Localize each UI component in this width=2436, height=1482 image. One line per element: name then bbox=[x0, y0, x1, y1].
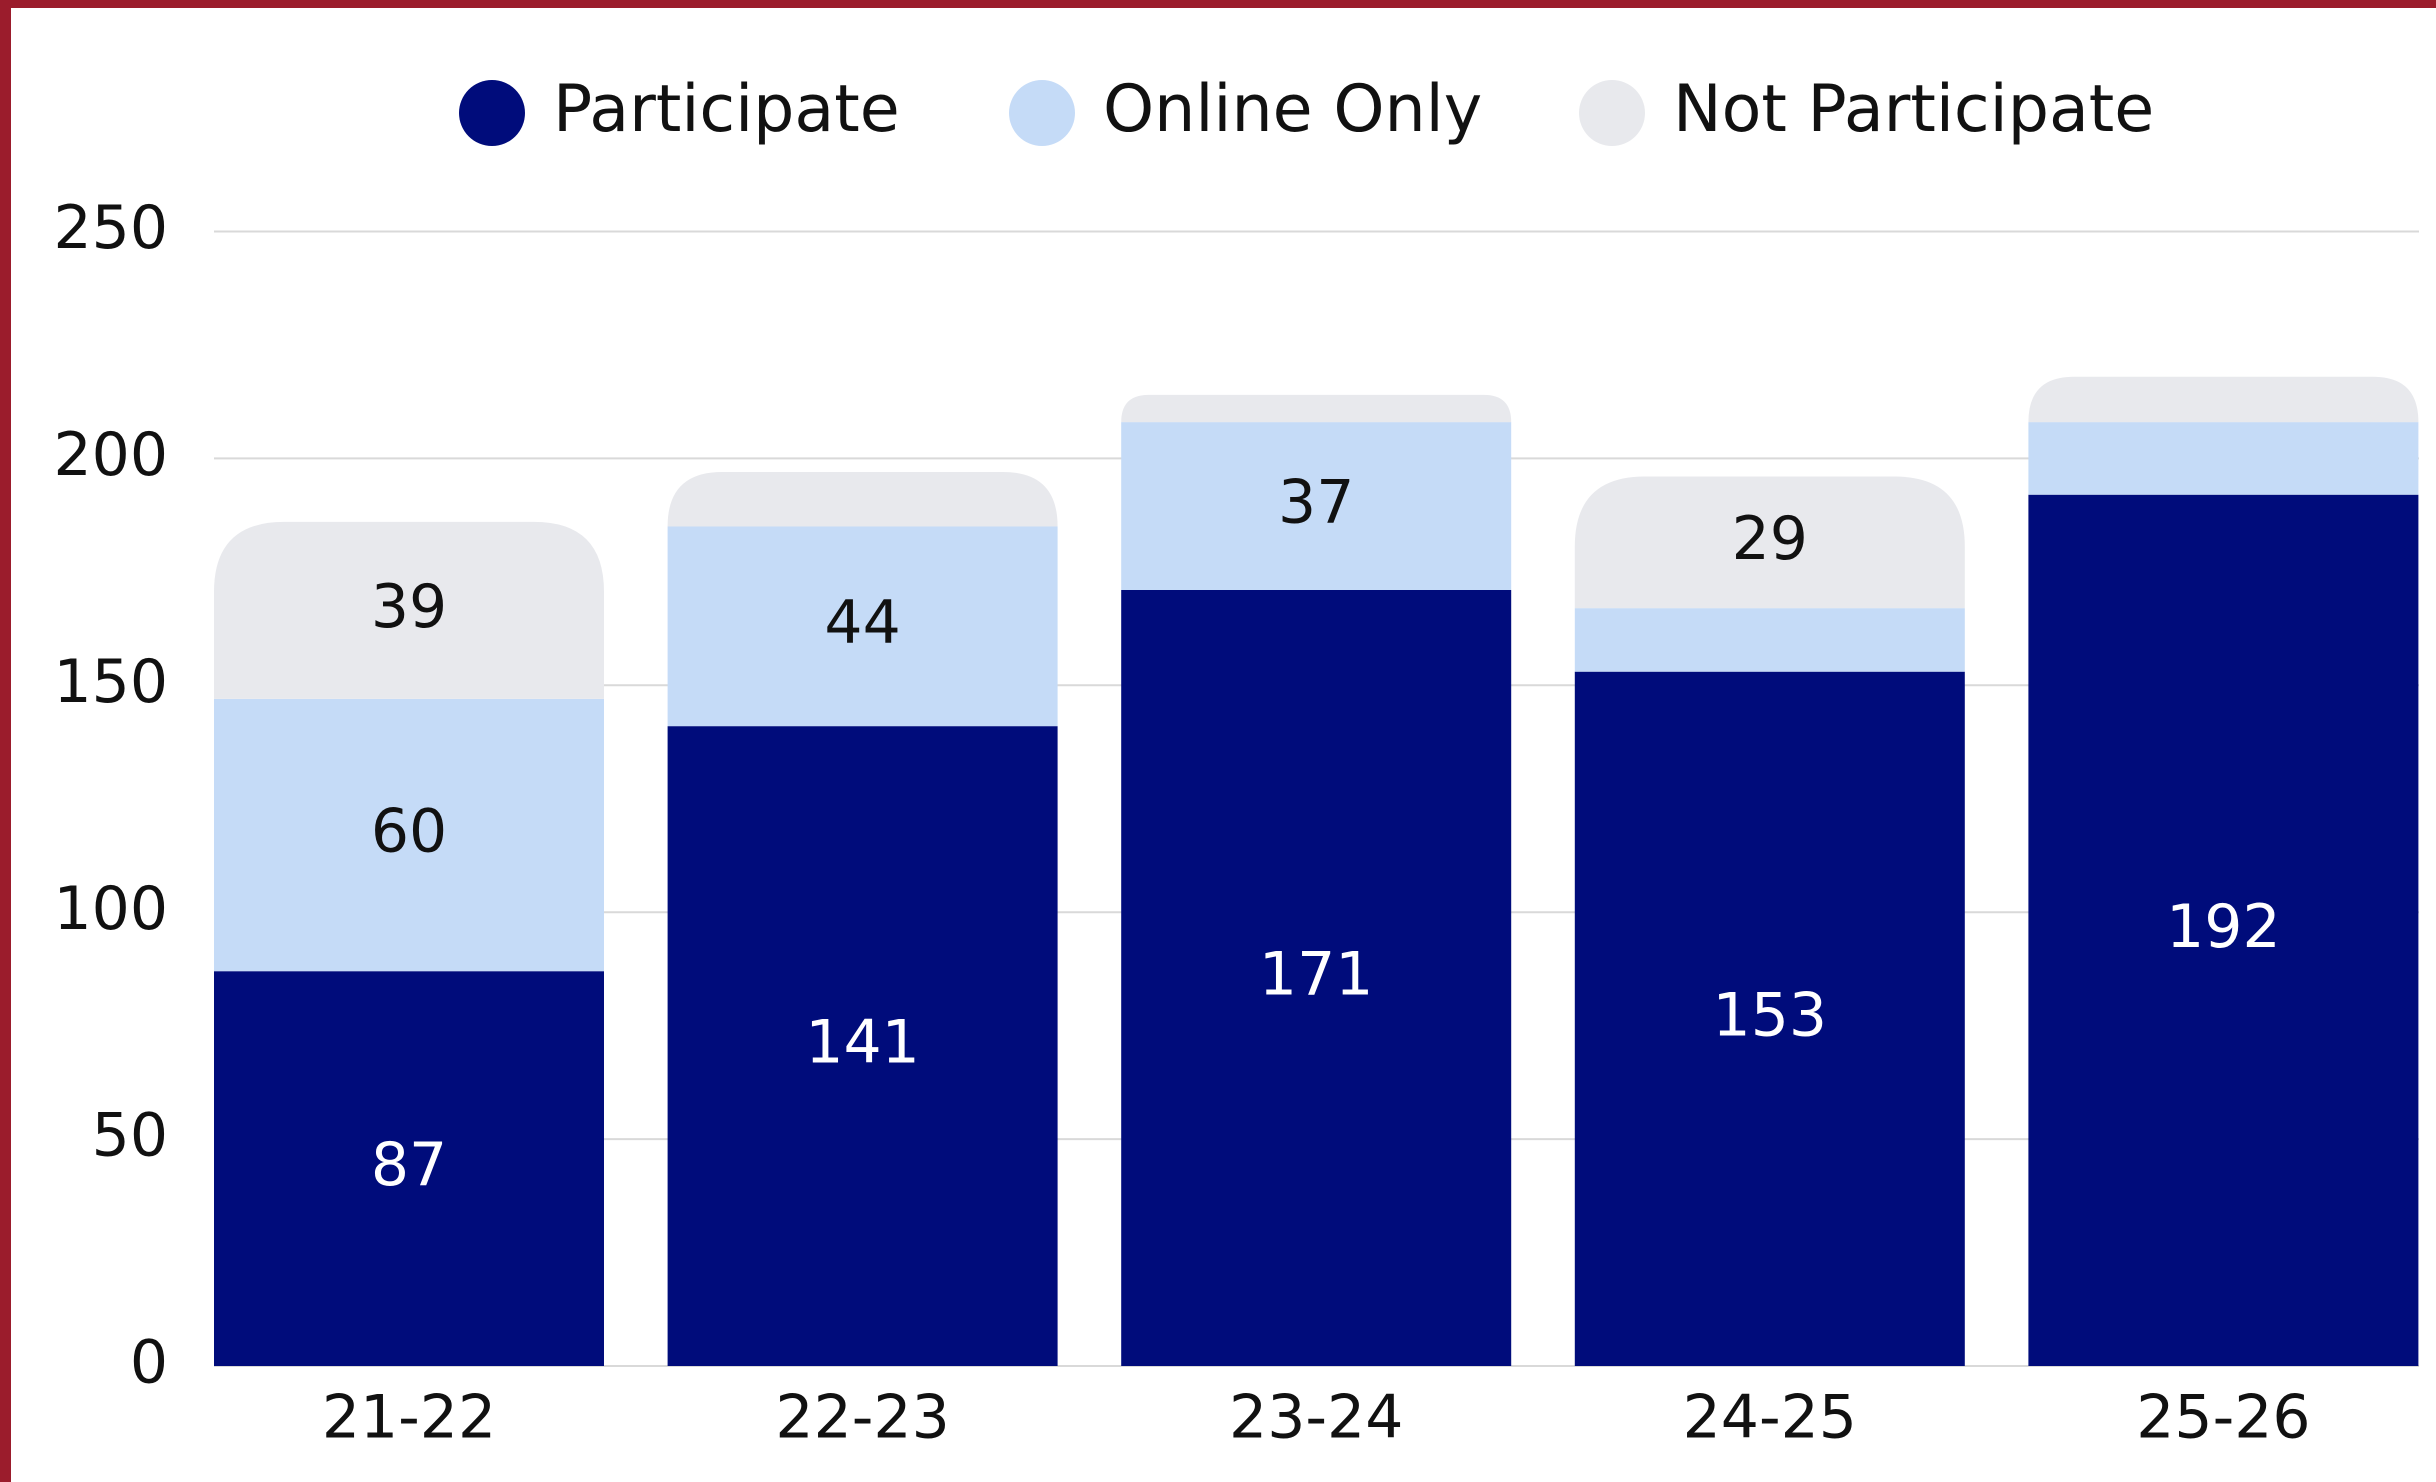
x-tick-label: 21-22 bbox=[322, 1383, 496, 1453]
y-tick-label: 150 bbox=[53, 647, 168, 717]
bar-segment bbox=[1121, 422, 1512, 591]
bar-segment bbox=[214, 971, 604, 1366]
y-tick-label: 50 bbox=[92, 1101, 168, 1171]
bar-segment bbox=[214, 698, 604, 972]
bar-segment bbox=[1574, 671, 1965, 1366]
data-label: 141 bbox=[805, 1008, 920, 1078]
x-tick-label: 25-26 bbox=[2136, 1383, 2310, 1453]
bar-segment bbox=[2028, 494, 2419, 1367]
top-border bbox=[0, 0, 2436, 8]
legend-swatch bbox=[459, 80, 525, 146]
bar-segment bbox=[667, 526, 1058, 727]
bar-segment bbox=[667, 472, 1058, 527]
y-tick-label: 200 bbox=[53, 420, 168, 490]
x-tick-label: 22-23 bbox=[775, 1383, 949, 1453]
legend-swatch bbox=[1009, 80, 1075, 146]
data-label: 39 bbox=[371, 572, 447, 642]
data-label: 192 bbox=[2166, 892, 2281, 962]
data-label: 44 bbox=[824, 588, 900, 658]
y-tick-label: 250 bbox=[53, 193, 168, 263]
bar-segment bbox=[1574, 608, 1965, 672]
y-tick-label: 100 bbox=[53, 874, 168, 944]
data-label: 87 bbox=[371, 1130, 447, 1200]
y-tick-label: 0 bbox=[130, 1328, 168, 1398]
bar-segment bbox=[667, 726, 1058, 1366]
bar-segment bbox=[2028, 376, 2419, 423]
bar-segment bbox=[214, 521, 604, 699]
legend-label: Not Participate bbox=[1673, 72, 2154, 147]
data-label: 29 bbox=[1732, 504, 1808, 574]
bar-segment bbox=[1574, 476, 1965, 609]
legend-swatch bbox=[1579, 80, 1645, 146]
left-border bbox=[0, 0, 11, 1482]
bar-segment bbox=[1121, 394, 1512, 423]
data-label: 171 bbox=[1259, 940, 1374, 1010]
data-label: 153 bbox=[1713, 980, 1828, 1050]
x-tick-label: 24-25 bbox=[1683, 1383, 1857, 1453]
data-label: 60 bbox=[371, 797, 447, 867]
data-label: 37 bbox=[1278, 468, 1354, 538]
bar-segment bbox=[2028, 422, 2419, 495]
legend-label: Participate bbox=[553, 72, 900, 147]
x-tick-label: 23-24 bbox=[1229, 1383, 1403, 1453]
legend-label: Online Only bbox=[1103, 72, 1482, 147]
bar-segment bbox=[1121, 590, 1512, 1366]
